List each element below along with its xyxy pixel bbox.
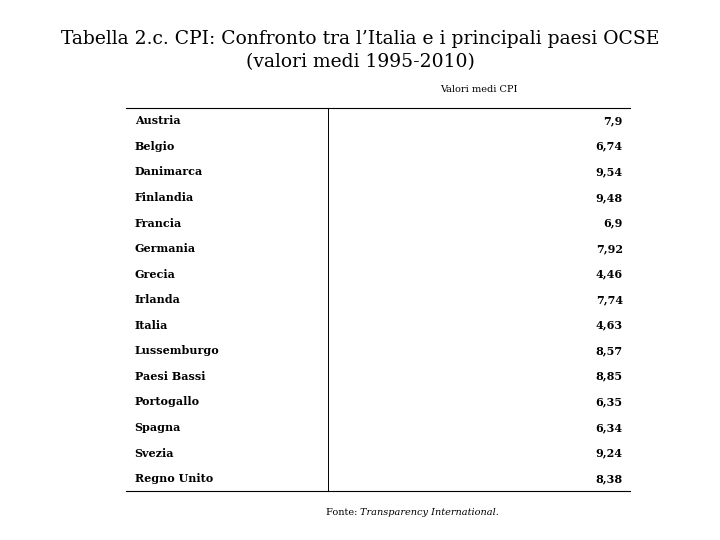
Text: Tabella 2.c. CPI: Confronto tra l’Italia e i principali paesi OCSE
(valori medi : Tabella 2.c. CPI: Confronto tra l’Italia… xyxy=(60,30,660,71)
Text: Spagna: Spagna xyxy=(135,422,181,433)
Text: Belgio: Belgio xyxy=(135,141,175,152)
Text: Fonte:: Fonte: xyxy=(325,508,360,517)
Text: Lussemburgo: Lussemburgo xyxy=(135,345,220,356)
Text: 6,9: 6,9 xyxy=(603,218,623,228)
Text: 7,9: 7,9 xyxy=(603,115,623,126)
Text: Portogallo: Portogallo xyxy=(135,396,199,408)
Text: 7,74: 7,74 xyxy=(595,294,623,305)
Text: 9,54: 9,54 xyxy=(595,166,623,178)
Text: Austria: Austria xyxy=(135,115,180,126)
Text: Valori medi CPI: Valori medi CPI xyxy=(440,85,518,93)
Text: 8,38: 8,38 xyxy=(595,473,623,484)
Text: 8,57: 8,57 xyxy=(595,345,623,356)
Text: Transparency International.: Transparency International. xyxy=(360,508,499,517)
Text: Francia: Francia xyxy=(135,218,182,228)
Text: Germania: Germania xyxy=(135,243,196,254)
Text: 8,85: 8,85 xyxy=(595,371,623,382)
Text: 9,48: 9,48 xyxy=(595,192,623,203)
Text: Irlanda: Irlanda xyxy=(135,294,181,305)
Text: 4,46: 4,46 xyxy=(595,268,623,280)
Text: Italia: Italia xyxy=(135,320,168,331)
Text: Danimarca: Danimarca xyxy=(135,166,203,178)
Text: Paesi Bassi: Paesi Bassi xyxy=(135,371,205,382)
Text: 9,24: 9,24 xyxy=(596,448,623,458)
Text: 6,34: 6,34 xyxy=(595,422,623,433)
Text: 7,92: 7,92 xyxy=(596,243,623,254)
Text: 6,35: 6,35 xyxy=(595,396,623,408)
Text: 6,74: 6,74 xyxy=(595,141,623,152)
Text: 4,63: 4,63 xyxy=(595,320,623,331)
Text: Svezia: Svezia xyxy=(135,448,174,458)
Text: Grecia: Grecia xyxy=(135,268,176,280)
Text: Finlandia: Finlandia xyxy=(135,192,194,203)
Text: Regno Unito: Regno Unito xyxy=(135,473,213,484)
